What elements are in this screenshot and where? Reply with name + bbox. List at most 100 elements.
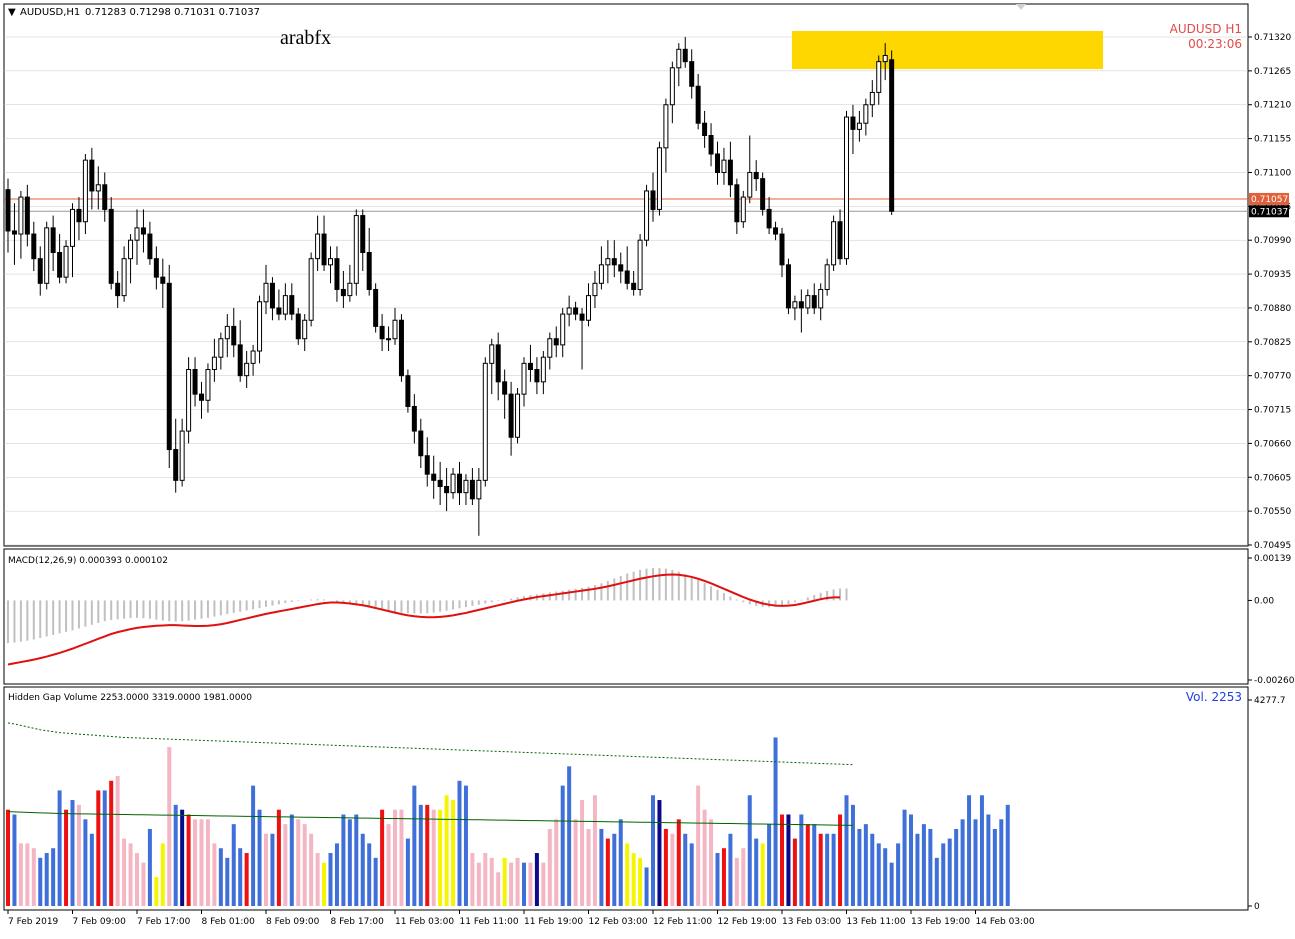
volume-bar	[967, 795, 972, 906]
bull-candle	[386, 338, 392, 341]
volume-bar	[225, 857, 230, 906]
bull-candle	[721, 159, 727, 173]
bear-candle	[779, 233, 785, 266]
bull-candle	[656, 147, 662, 210]
price-tick-label: 0.71155	[1254, 135, 1291, 145]
bull-candle	[18, 196, 24, 235]
volume-bar	[283, 824, 288, 906]
volume-tick-label: 4277.7	[1254, 696, 1286, 706]
symbol-dropdown-icon[interactable]: ▼	[8, 7, 16, 18]
volume-bar	[773, 737, 778, 906]
bear-candle	[140, 227, 146, 235]
bear-candle	[618, 264, 624, 272]
bull-candle	[244, 362, 250, 377]
bull-candle	[598, 264, 604, 284]
bull-candle	[308, 258, 314, 321]
volume-bar	[289, 814, 294, 906]
volume-bar	[838, 814, 843, 906]
candlestick-series	[5, 37, 895, 536]
bull-candle	[547, 338, 553, 358]
volume-bar	[702, 809, 707, 906]
bear-candle	[811, 295, 817, 309]
bull-candle	[482, 362, 488, 481]
volume-bar	[367, 843, 372, 906]
bear-candle	[276, 307, 282, 315]
bull-candle	[328, 258, 333, 266]
bull-candle	[856, 122, 862, 130]
bear-candle	[269, 282, 275, 309]
chart-shift-marker-icon[interactable]	[1016, 4, 1026, 10]
bull-candle	[476, 479, 482, 500]
bear-candle	[457, 473, 462, 494]
time-tick-label: 12 Feb 03:00	[589, 917, 648, 927]
volume-bar	[734, 857, 739, 906]
volume-bar	[928, 828, 933, 906]
volume-bar	[528, 862, 533, 906]
bear-candle	[889, 59, 895, 212]
price-tick-label: 0.71100	[1254, 168, 1291, 178]
bull-candle	[515, 393, 521, 438]
volume-bar	[425, 804, 430, 906]
volume-bar	[857, 828, 862, 906]
volume-bar	[315, 853, 320, 906]
main-symbol-label: AUDUSD,H1	[20, 7, 80, 18]
bear-candle	[89, 159, 95, 192]
volume-bar	[186, 814, 191, 906]
volume-bar	[599, 828, 604, 906]
bear-candle	[837, 221, 843, 260]
bear-candle	[495, 344, 501, 383]
bear-candle	[444, 486, 450, 494]
bear-candle	[631, 282, 637, 290]
bear-candle	[57, 252, 63, 278]
volume-bar	[850, 804, 855, 906]
volume-value-label: Vol. 2253	[1186, 690, 1242, 704]
volume-bar	[915, 833, 920, 906]
volume-bar	[676, 819, 681, 906]
volume-bar	[709, 819, 714, 906]
bear-candle	[147, 233, 153, 260]
volume-bar	[6, 809, 10, 906]
macd-panel[interactable]	[3, 548, 1249, 685]
volume-bar	[341, 814, 346, 906]
time-tick-label: 13 Feb 03:00	[782, 917, 841, 927]
volume-bar	[979, 795, 984, 906]
bear-candle	[695, 85, 701, 124]
last-price-label: 0.71037	[1251, 207, 1288, 217]
bull-candle	[663, 104, 669, 149]
macd-signal-line	[7, 573, 841, 666]
volume-bar	[831, 833, 836, 906]
bear-candle	[76, 208, 82, 223]
volume-bar	[360, 833, 365, 906]
volume-bar	[463, 785, 468, 906]
volume-bar	[534, 853, 539, 906]
bull-candle	[605, 258, 611, 266]
bar-timer: 00:23:06	[1188, 37, 1242, 51]
volume-bar	[754, 838, 759, 906]
bear-candle	[753, 171, 759, 180]
bear-candle	[798, 301, 804, 309]
bull-candle	[740, 196, 746, 223]
volume-bar	[728, 833, 733, 906]
volume-bar	[322, 862, 327, 906]
price-tick-label: 0.70550	[1254, 507, 1291, 517]
last-price-badge	[1249, 205, 1289, 218]
bear-candle	[366, 252, 372, 290]
volume-bar	[567, 766, 572, 906]
bull-candle	[831, 221, 837, 266]
volume-bar	[883, 848, 888, 906]
bull-candle	[669, 67, 675, 106]
bear-candle	[321, 233, 327, 266]
bear-candle	[431, 473, 437, 481]
volume-bar	[844, 795, 849, 906]
bear-candle	[289, 295, 295, 315]
volume-bar	[825, 833, 830, 906]
price-tick-label: 0.70495	[1254, 541, 1291, 551]
bull-candle	[186, 369, 192, 432]
bull-candle	[95, 184, 101, 192]
volume-bar	[444, 795, 449, 906]
bull-candle	[747, 171, 753, 198]
volume-bar	[592, 795, 597, 906]
time-tick-label: 11 Feb 19:00	[524, 917, 583, 927]
volume-bar	[451, 800, 456, 906]
volume-bar	[663, 828, 668, 906]
